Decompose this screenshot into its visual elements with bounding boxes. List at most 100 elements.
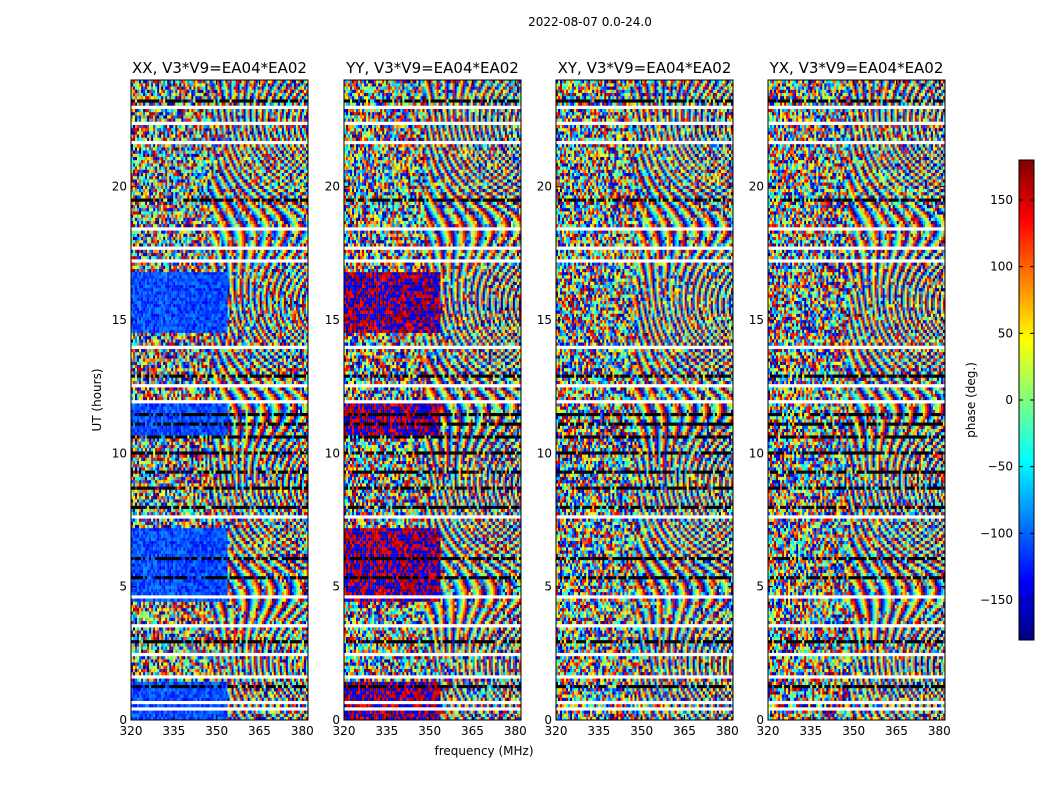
heatmap-cell — [234, 704, 236, 707]
heatmap-cell — [173, 694, 175, 697]
heatmap-cell — [145, 710, 147, 713]
heatmap-cell — [304, 698, 306, 701]
heatmap-cell — [187, 698, 189, 701]
heatmap-cell — [244, 698, 246, 701]
heatmap-cell — [177, 710, 179, 713]
heatmap-cell — [171, 704, 173, 707]
heatmap-cell — [278, 704, 280, 707]
heatmap-cell — [217, 710, 219, 713]
heatmap-cell — [252, 694, 254, 697]
heatmap-cell — [286, 714, 288, 717]
heatmap-cell — [195, 704, 197, 707]
heatmap-cell — [201, 694, 203, 697]
heatmap-cell — [135, 704, 137, 707]
heatmap-cell — [177, 694, 179, 697]
heatmap-cell — [250, 701, 252, 704]
heatmap-cell — [147, 704, 149, 707]
heatmap-cell — [159, 701, 161, 704]
heatmap-cell — [242, 714, 244, 717]
heatmap-cell — [256, 714, 258, 717]
heatmap-cell — [193, 714, 195, 717]
heatmap-cell — [207, 698, 209, 701]
heatmap-cell — [155, 707, 157, 710]
heatmap-cell — [256, 698, 258, 701]
heatmap-cell — [183, 714, 185, 717]
heatmap-cell — [153, 698, 155, 701]
heatmap-cell — [238, 694, 240, 697]
heatmap-cell — [185, 710, 187, 713]
heatmap-cell — [163, 694, 165, 697]
heatmap-cell — [217, 701, 219, 704]
heatmap-cell — [169, 701, 171, 704]
heatmap-cell — [197, 710, 199, 713]
heatmap-cell — [135, 714, 137, 717]
heatmap-cell — [294, 710, 296, 713]
heatmap-cell — [276, 714, 278, 717]
heatmap-cell — [159, 710, 161, 713]
heatmap-cell — [224, 714, 226, 717]
heatmap-cell — [165, 701, 167, 704]
heatmap-cell — [163, 710, 165, 713]
heatmap-cell — [139, 707, 141, 710]
heatmap-cell — [298, 704, 300, 707]
heatmap-cell — [197, 704, 199, 707]
heatmap-cell — [240, 694, 242, 697]
heatmap-cell — [215, 698, 217, 701]
heatmap-cell — [187, 694, 189, 697]
heatmap-cell — [284, 710, 286, 713]
heatmap-cell — [215, 710, 217, 713]
heatmap-cell — [262, 714, 264, 717]
heatmap-cell — [153, 701, 155, 704]
heatmap-cell — [228, 698, 230, 701]
heatmap-cell — [280, 707, 282, 710]
heatmap-cell — [207, 714, 209, 717]
heatmap-cell — [226, 714, 228, 717]
heatmap-cell — [260, 707, 262, 710]
heatmap-cell — [197, 698, 199, 701]
heatmap-cell — [240, 707, 242, 710]
heatmap-cell — [195, 707, 197, 710]
heatmap-cell — [163, 707, 165, 710]
heatmap-cell — [201, 698, 203, 701]
heatmap-cell — [294, 701, 296, 704]
heatmap-cell — [284, 714, 286, 717]
heatmap-cell — [197, 707, 199, 710]
heatmap-cell — [266, 704, 268, 707]
heatmap-cell — [226, 698, 228, 701]
heatmap-cell — [294, 698, 296, 701]
heatmap-cell — [161, 714, 163, 717]
heatmap-cell — [252, 698, 254, 701]
heatmap-cell — [139, 710, 141, 713]
heatmap-cell — [135, 710, 137, 713]
heatmap-cell — [304, 701, 306, 704]
heatmap-cell — [213, 714, 215, 717]
heatmap-cell — [234, 710, 236, 713]
heatmap-cell — [203, 698, 205, 701]
heatmap-cell — [252, 707, 254, 710]
heatmap-cell — [193, 707, 195, 710]
heatmap-cell — [262, 704, 264, 707]
heatmap-cell — [230, 714, 232, 717]
heatmap-cell — [276, 710, 278, 713]
heatmap-cell — [282, 714, 284, 717]
heatmap-cell — [286, 704, 288, 707]
heatmap-cell — [209, 701, 211, 704]
heatmap-cell — [302, 701, 304, 704]
heatmap-cell — [177, 701, 179, 704]
heatmap-cell — [155, 710, 157, 713]
heatmap-cell — [175, 714, 177, 717]
heatmap-cell — [236, 694, 238, 697]
heatmap-cell — [183, 694, 185, 697]
panels-group: XX, V3*V9=EA04*EA02320 335 350 365 380051015… — [112, 59, 951, 738]
heatmap-cell — [201, 710, 203, 713]
heatmap-cell — [282, 701, 284, 704]
heatmap-cell — [244, 714, 246, 717]
heatmap-cell — [147, 701, 149, 704]
heatmap-cell — [187, 714, 189, 717]
heatmap-cell — [298, 714, 300, 717]
heatmap-cell — [288, 707, 290, 710]
heatmap-cell — [258, 704, 260, 707]
heatmap-cell — [139, 694, 141, 697]
heatmap-cell — [240, 701, 242, 704]
heatmap-cell — [217, 704, 219, 707]
